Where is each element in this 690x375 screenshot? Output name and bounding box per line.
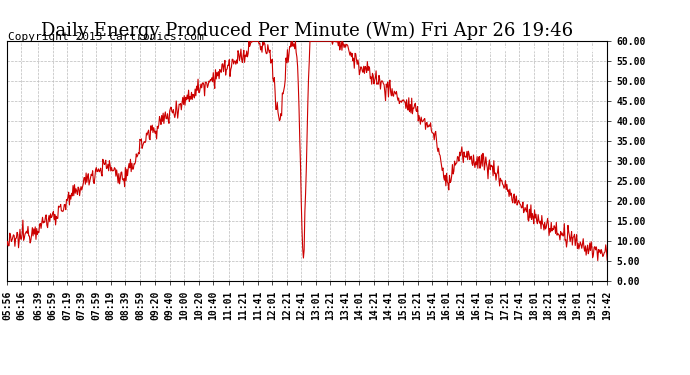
Title: Daily Energy Produced Per Minute (Wm) Fri Apr 26 19:46: Daily Energy Produced Per Minute (Wm) Fr… <box>41 21 573 40</box>
Text: Copyright 2013 Cartronics.com: Copyright 2013 Cartronics.com <box>8 32 204 42</box>
